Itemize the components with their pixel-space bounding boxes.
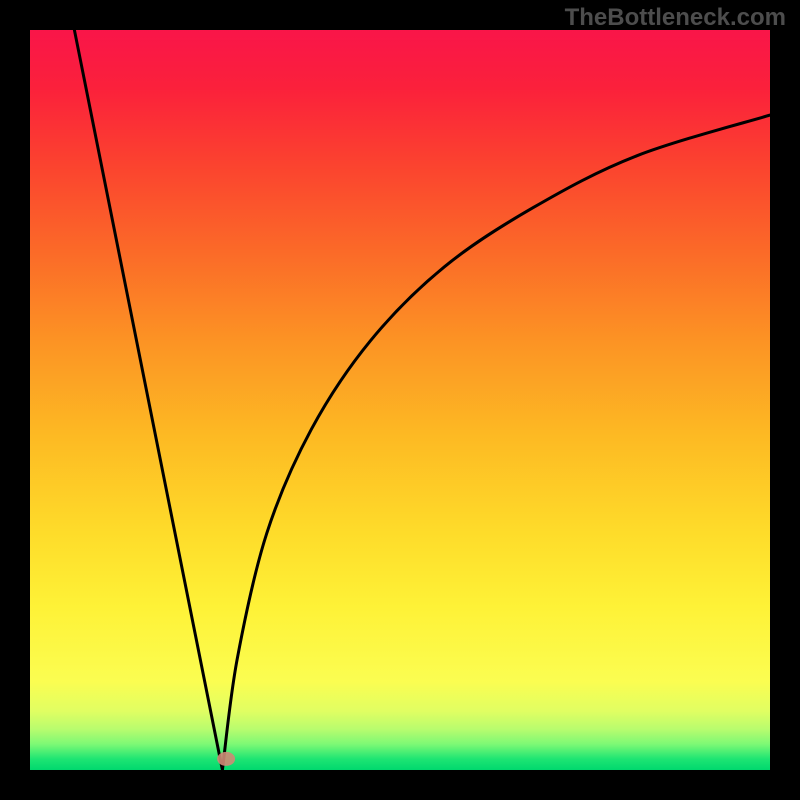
bottleneck-chart [0,0,800,800]
plot-background [30,30,770,770]
watermark-text: TheBottleneck.com [565,4,786,32]
optimum-marker [217,752,235,766]
